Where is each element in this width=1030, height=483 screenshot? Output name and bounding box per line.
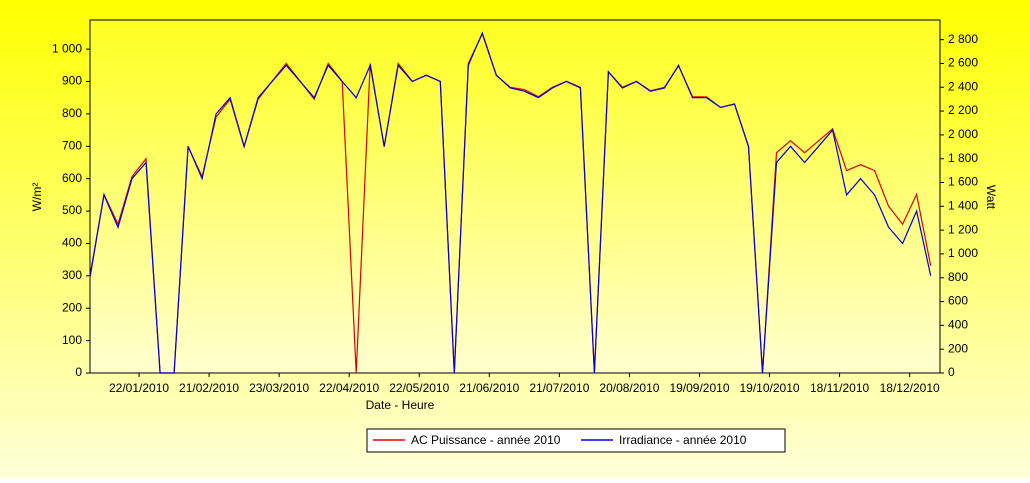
- y2-tick-label: 800: [948, 270, 968, 284]
- y2-axis-title: Watt: [984, 185, 998, 210]
- x-tick-label: 21/06/2010: [459, 381, 519, 395]
- x-tick-label: 22/01/2010: [109, 381, 169, 395]
- y-tick-label: 700: [62, 138, 82, 152]
- legend-label: Irradiance - année 2010: [619, 433, 747, 447]
- y2-tick-label: 600: [948, 294, 968, 308]
- legend: [366, 428, 786, 453]
- y2-tick-label: 1 600: [948, 175, 978, 189]
- x-tick-label: 22/04/2010: [319, 381, 379, 395]
- y-tick-label: 400: [62, 236, 82, 250]
- y2-tick-label: 2 800: [948, 32, 978, 46]
- x-tick-label: 19/10/2010: [740, 381, 800, 395]
- series-line: [89, 31, 932, 374]
- x-tick-label: 19/09/2010: [669, 381, 729, 395]
- y2-tick-label: 400: [948, 318, 968, 332]
- x-tick-label: 22/05/2010: [389, 381, 449, 395]
- x-tick-label: 18/11/2010: [810, 381, 869, 395]
- y2-tick-label: 0: [948, 365, 955, 379]
- y-axis-title: W/m²: [30, 183, 44, 212]
- y-tick-label: 100: [62, 333, 82, 347]
- y2-tick-label: 2 000: [948, 127, 978, 141]
- y2-tick-label: 1 200: [948, 222, 978, 236]
- y-tick-label: 200: [62, 300, 82, 314]
- y-tick-label: 900: [62, 74, 82, 88]
- x-tick-label: 21/02/2010: [179, 381, 239, 395]
- x-tick-label: 20/08/2010: [599, 381, 659, 395]
- x-axis-title: Date - Heure: [366, 398, 435, 412]
- y-tick-label: 0: [75, 365, 82, 379]
- legend-label: AC Puissance - année 2010: [411, 433, 561, 447]
- plot-area: [89, 19, 941, 374]
- y2-tick-label: 2 200: [948, 103, 978, 117]
- y2-tick-label: 2 600: [948, 56, 978, 70]
- y-tick-label: 500: [62, 203, 82, 217]
- y2-tick-label: 1 000: [948, 246, 978, 260]
- y-tick-label: 1 000: [52, 41, 82, 55]
- y-tick-label: 600: [62, 171, 82, 185]
- y2-tick-label: 2 400: [948, 79, 978, 93]
- x-tick-label: 21/07/2010: [529, 381, 589, 395]
- y2-tick-label: 200: [948, 341, 968, 355]
- x-tick-label: 23/03/2010: [249, 381, 309, 395]
- x-tick-label: 18/12/2010: [880, 381, 940, 395]
- y-tick-label: 300: [62, 268, 82, 282]
- y-tick-label: 800: [62, 106, 82, 120]
- y2-tick-label: 1 800: [948, 151, 978, 165]
- y2-tick-label: 1 400: [948, 198, 978, 212]
